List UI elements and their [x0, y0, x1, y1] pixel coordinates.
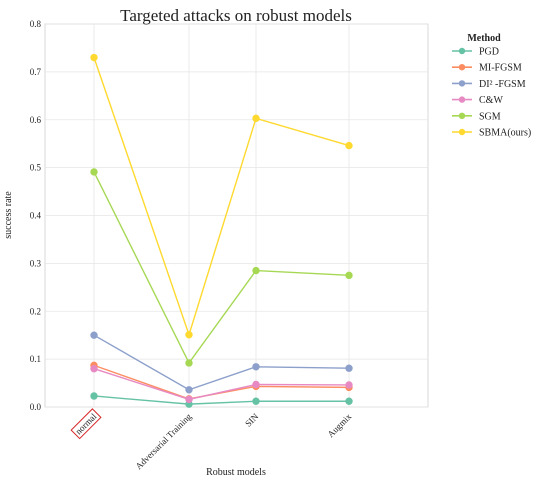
y-tick-label: 0.1	[30, 354, 41, 364]
y-tick-label: 0.2	[30, 306, 41, 316]
series-line-3	[93, 334, 350, 391]
y-tick-label: 0.7	[30, 67, 42, 77]
y-tick-label: 0.4	[30, 211, 42, 221]
data-point	[252, 397, 260, 405]
series-line-5	[93, 171, 350, 365]
legend-marker	[458, 96, 466, 103]
data-point	[90, 365, 98, 373]
legend-marker	[458, 112, 466, 120]
y-tick-label: 0.0	[30, 402, 42, 412]
data-point	[185, 386, 193, 394]
data-point	[345, 141, 353, 150]
data-point	[345, 397, 353, 405]
x-tick-label: Augmix	[325, 411, 353, 439]
data-point	[90, 168, 98, 176]
data-point	[90, 53, 98, 62]
legend-label: SGM	[479, 111, 501, 122]
data-point	[185, 395, 193, 404]
series-line-1	[93, 395, 349, 405]
legend-label: DI² -FGSM	[479, 79, 526, 90]
data-point	[345, 364, 353, 372]
legend-marker	[458, 63, 466, 71]
legend-marker	[458, 128, 466, 136]
legend: Method PGD MI-FGSM DI² -FGSM C&W SGM SBMA(our…	[452, 33, 531, 139]
legend-label: PGD	[479, 47, 499, 58]
x-tick-label: SIN	[243, 411, 261, 429]
legend-marker	[458, 47, 466, 55]
data-point	[90, 331, 98, 339]
legend-label: C&W	[479, 95, 503, 106]
y-tick-label: 0.3	[30, 258, 42, 268]
series-line-6	[93, 57, 350, 337]
y-axis-label: success rate	[3, 191, 14, 239]
legend-marker	[458, 80, 466, 87]
chart-title: Targeted attacks on robust models	[120, 6, 352, 25]
y-tick-label: 0.8	[30, 19, 42, 29]
legend-label: MI-FGSM	[479, 63, 522, 74]
data-point	[252, 114, 260, 123]
data-point	[345, 381, 353, 389]
y-tick-label: 0.6	[30, 115, 42, 125]
data-point	[185, 359, 193, 367]
highlight-box	[70, 408, 102, 440]
data-point	[252, 266, 260, 275]
x-tick-label: Adversarial Training	[133, 411, 193, 471]
data-point	[252, 380, 260, 389]
y-tick-label: 0.5	[30, 163, 42, 173]
data-point	[185, 331, 193, 339]
data-point	[90, 392, 98, 400]
series-layer	[90, 53, 353, 408]
series-line-4	[93, 368, 350, 401]
legend-title: Method	[467, 33, 501, 44]
data-point	[345, 271, 353, 280]
x-axis-label: Robust models	[206, 467, 266, 478]
data-point	[252, 363, 260, 371]
legend-label: SBMA(ours)	[479, 128, 531, 139]
